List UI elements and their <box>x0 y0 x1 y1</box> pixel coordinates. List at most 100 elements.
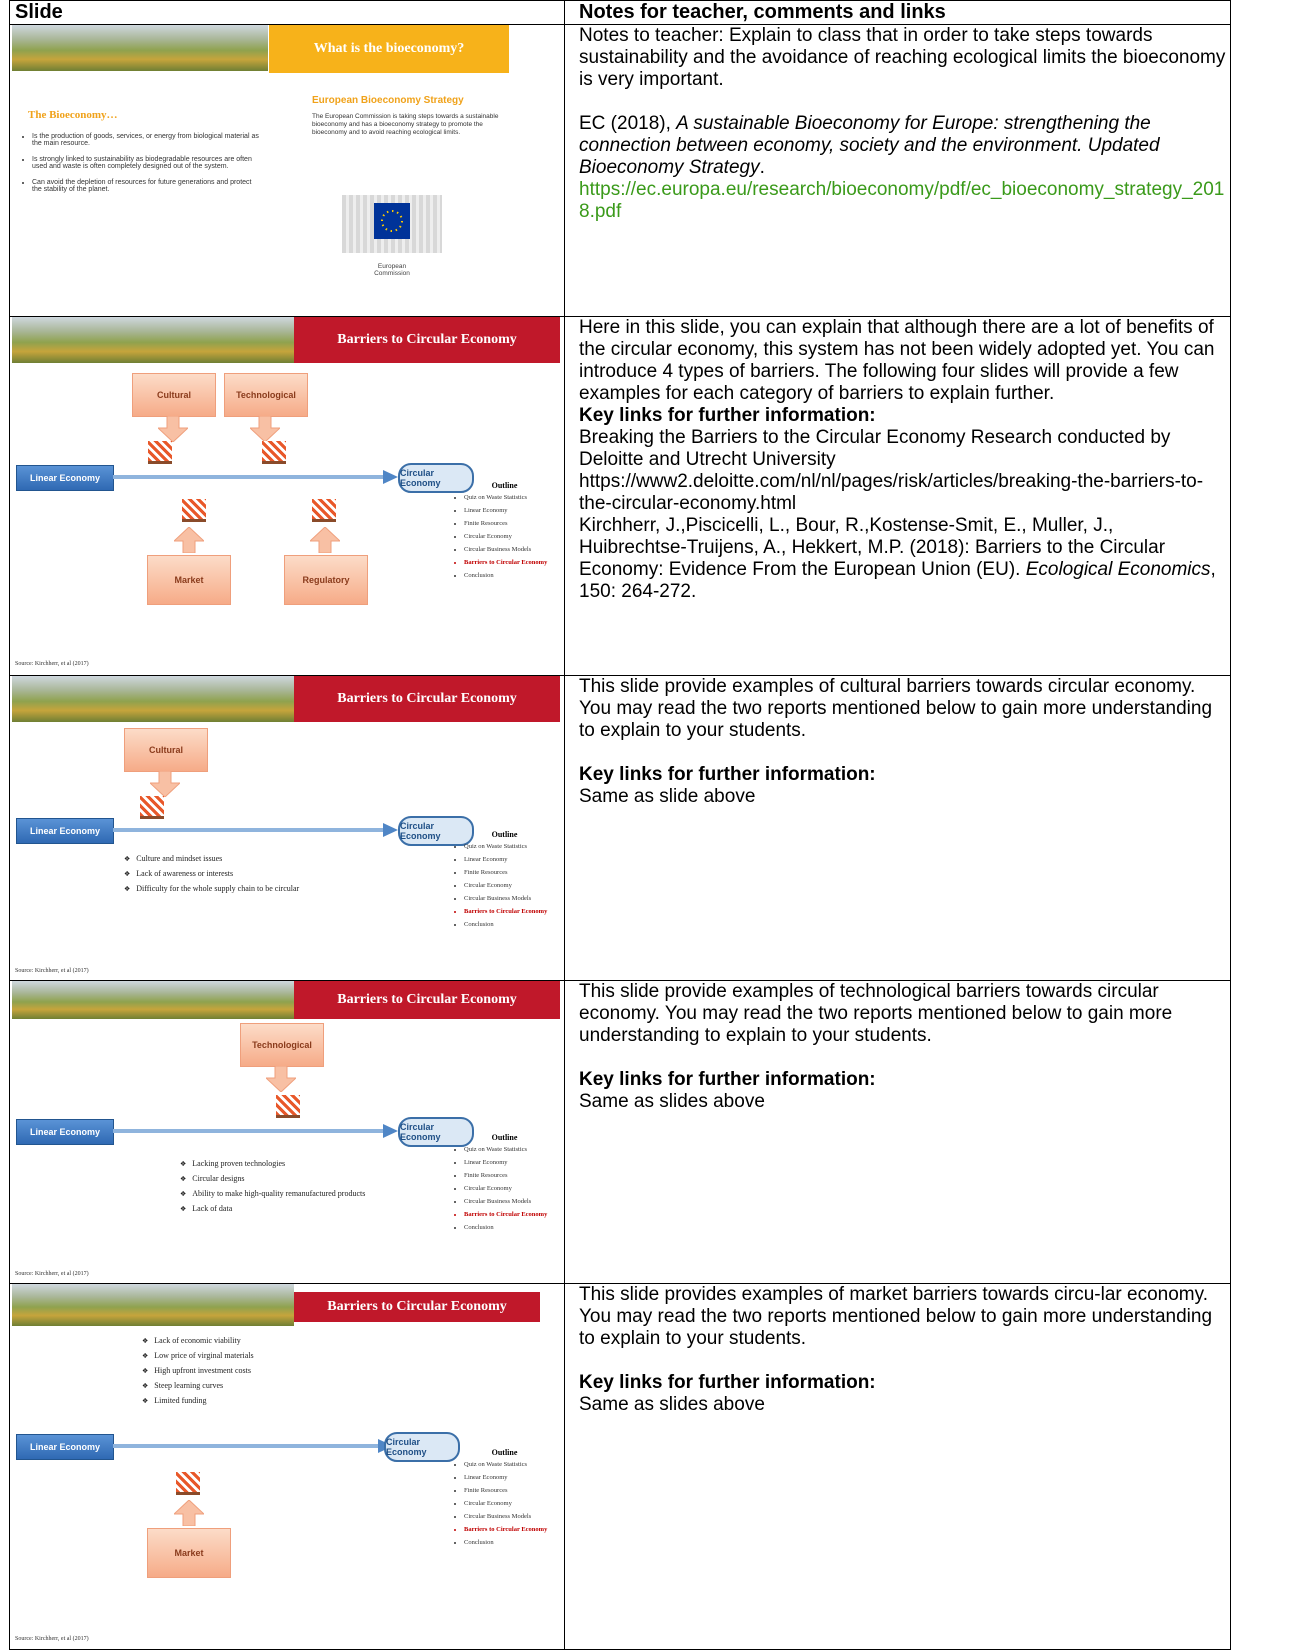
list: Is the production of goods, services, or… <box>20 133 260 193</box>
bullet: Difficulty for the whole supply chain to… <box>136 884 299 893</box>
citation: EC (2018), A sustainable Bioeconomy for … <box>579 113 1226 223</box>
outline-item: Circular Business Models <box>464 546 557 553</box>
slide-cell: Barriers to Circular Economy Cultural Te… <box>9 316 565 676</box>
notes-text: Same as slides above <box>579 1091 765 1112</box>
slide-title: Barriers to Circular Economy <box>294 1292 540 1322</box>
slide-cell: Barriers to Circular Economy Technologic… <box>9 980 565 1284</box>
down-arrow <box>150 771 180 797</box>
outline-item: Quiz on Waste Statistics <box>464 1461 557 1468</box>
linear-node: Linear Economy <box>16 465 114 491</box>
linear-node: Linear Economy <box>16 818 114 844</box>
slide: Barriers to Circular Economy Technologic… <box>12 981 560 1282</box>
outline-item-current: Barriers to Circular Economy <box>464 559 557 566</box>
outline-item: Circular Business Models <box>464 1513 557 1520</box>
outline-item: Circular Economy <box>464 882 557 889</box>
outline-item: Circular Business Models <box>464 895 557 902</box>
outline-heading: Outline <box>491 481 518 490</box>
bullet: Steep learning curves <box>154 1381 254 1390</box>
bullet: Can avoid the depletion of resources for… <box>32 179 260 193</box>
bullet-list: Lacking proven technologies Circular desi… <box>178 1159 365 1219</box>
link-name: Breaking the Barriers to the Circular Ec… <box>579 427 1171 470</box>
barrier-box: Regulatory <box>284 555 368 605</box>
bullet-list: Lack of economic viability Low price of v… <box>140 1336 254 1411</box>
barrier-box: Market <box>147 1528 231 1578</box>
outline-item: Linear Economy <box>464 507 557 514</box>
notes-cell: This slide provide examples of cultural … <box>564 675 1231 981</box>
barrier-icon <box>312 499 336 522</box>
banner-image <box>12 981 294 1019</box>
down-arrow <box>158 416 188 442</box>
outline: Outline Quiz on Waste Statistics Linear Ec… <box>452 1448 557 1552</box>
outline-item: Circular Economy <box>464 1500 557 1507</box>
outline-item-current: Barriers to Circular Economy <box>464 908 557 915</box>
down-arrow <box>266 1066 296 1092</box>
row: What is the bioeconomy? The Bioeconomy… … <box>9 24 1231 317</box>
notes-text: Notes to teacher: Explain to class that … <box>579 25 1226 90</box>
slide-title: Barriers to Circular Economy <box>294 317 560 363</box>
up-arrow <box>174 1500 204 1526</box>
source: Source: Kirchherr, et al (2017) <box>15 968 89 974</box>
barrier-icon <box>276 1095 300 1118</box>
notes-text: This slide provide examples of technolog… <box>579 981 1173 1046</box>
barrier-box: Technological <box>240 1023 324 1067</box>
slide-heading: The Bioeconomy… <box>28 109 118 121</box>
slide: Barriers to Circular Economy Cultural Li… <box>12 676 560 979</box>
notes-cell: Notes to teacher: Explain to class that … <box>564 24 1231 317</box>
outline-item: Finite Resources <box>464 869 557 876</box>
links-heading: Key links for further information: <box>579 1372 876 1393</box>
outline-list: Quiz on Waste Statistics Linear Economy Fi… <box>452 494 557 579</box>
notes-text: This slide provides examples of market b… <box>579 1284 1213 1349</box>
circular-node: Circular Economy <box>398 816 474 846</box>
circular-node: Circular Economy <box>384 1432 460 1462</box>
banner-image <box>12 676 294 722</box>
outline-item: Quiz on Waste Statistics <box>464 843 557 850</box>
barrier-box: Market <box>147 555 231 605</box>
barrier-box: Cultural <box>124 728 208 772</box>
banner-image <box>12 1284 294 1326</box>
citation-title: A sustainable Bioeconomy for Europe: str… <box>579 113 1160 178</box>
flag-stars <box>381 210 403 232</box>
outline: Outline Quiz on Waste Statistics Linear Ec… <box>452 1133 557 1237</box>
notes-text: Here in this slide, you can explain that… <box>579 317 1215 404</box>
outline-list: Quiz on Waste Statistics Linear Economy Fi… <box>452 1461 557 1546</box>
link[interactable]: https://ec.europa.eu/research/bioeconomy… <box>579 179 1225 222</box>
circular-node: Circular Economy <box>398 463 474 493</box>
bullet: Ability to make high-quality remanufactu… <box>192 1189 365 1198</box>
outline-item: Circular Economy <box>464 1185 557 1192</box>
outline: Outline Quiz on Waste Statistics Linear Ec… <box>452 830 557 934</box>
links-heading: Key links for further information: <box>579 764 876 785</box>
slide-title: Barriers to Circular Economy <box>294 981 560 1019</box>
slide-cell: Barriers to Circular Economy Lack of eco… <box>9 1283 565 1650</box>
outline-item: Conclusion <box>464 921 557 928</box>
banner-image <box>12 317 294 363</box>
main-arrow <box>113 470 398 484</box>
notes-text: Same as slides above <box>579 1394 765 1415</box>
source: Source: Kirchherr, et al (2017) <box>15 1636 89 1642</box>
up-arrow <box>174 527 204 553</box>
outline-heading: Outline <box>491 830 518 839</box>
notes-cell: This slide provide examples of technolog… <box>564 980 1231 1284</box>
bullet: Circular designs <box>192 1174 365 1183</box>
bullet: High upfront investment costs <box>154 1366 254 1375</box>
barrier-icon <box>182 499 206 522</box>
citation-tail: , 150: 264-272. <box>579 559 1216 602</box>
slide-title: What is the bioeconomy? <box>269 25 509 73</box>
logo-text: European Commission <box>374 263 410 277</box>
links-heading: Key links for further information: <box>579 405 876 426</box>
linear-node: Linear Economy <box>16 1434 114 1460</box>
down-arrow <box>250 416 280 442</box>
outline-item: Linear Economy <box>464 1474 557 1481</box>
citation-punct: . <box>759 157 765 178</box>
outline-item: Quiz on Waste Statistics <box>464 1146 557 1153</box>
outline-item: Circular Economy <box>464 533 557 540</box>
outline-item-current: Barriers to Circular Economy <box>464 1526 557 1533</box>
slide-title: Barriers to Circular Economy <box>294 676 560 722</box>
bullet: Low price of virginal materials <box>154 1351 253 1360</box>
outline-item: Conclusion <box>464 1224 557 1231</box>
outline-item: Linear Economy <box>464 856 557 863</box>
link-url: https://www2.deloitte.com/nl/nl/pages/ri… <box>579 471 1204 514</box>
notes-cell: Here in this slide, you can explain that… <box>564 316 1231 676</box>
barrier-icon <box>148 441 172 464</box>
bullet: Lack of awareness or interests <box>136 869 299 878</box>
main-arrow <box>113 823 398 837</box>
